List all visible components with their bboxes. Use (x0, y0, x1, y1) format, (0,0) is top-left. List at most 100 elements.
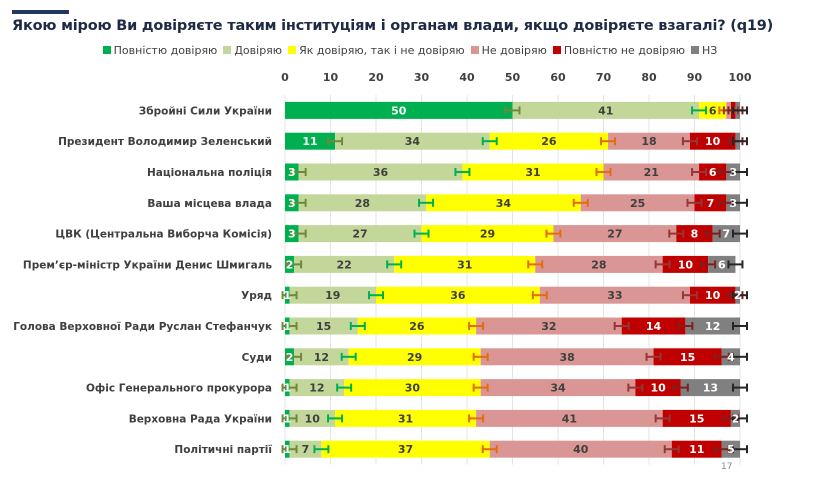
data-label: 6 (718, 258, 726, 271)
bar-segment (708, 255, 736, 273)
bar-segment (285, 101, 513, 119)
bar-segment (294, 348, 349, 366)
data-label: 21 (644, 166, 659, 179)
category-label: ЦВК (Центральна Виборча Комісія) (55, 229, 272, 241)
data-label: 26 (541, 135, 557, 148)
data-label: 31 (457, 258, 472, 271)
data-label: 19 (325, 289, 340, 302)
bar-segment (699, 163, 727, 181)
data-label: 12 (309, 382, 324, 395)
data-label: 25 (630, 197, 645, 210)
data-label: 37 (398, 443, 413, 456)
legend-label: Як довіряю, так і не довіряю (299, 44, 465, 57)
data-label: 36 (373, 166, 389, 179)
data-label: 29 (480, 228, 495, 241)
legend-swatch (470, 46, 479, 54)
data-label: 2 (734, 289, 742, 302)
data-label: 3 (288, 197, 296, 210)
data-label: 10 (678, 258, 694, 271)
data-label: 7 (707, 197, 715, 210)
data-label: 3 (288, 166, 296, 179)
bar-segment (348, 348, 481, 366)
data-label: 3 (288, 228, 296, 241)
bar-segment (539, 286, 690, 304)
x-tick-label: 80 (641, 71, 657, 84)
category-label: Збройні Сили України (139, 105, 272, 117)
data-label: 50 (391, 104, 407, 117)
bar-segment (680, 379, 740, 397)
data-label: 1 (283, 382, 291, 395)
bar-segment (689, 132, 736, 150)
x-tick-label: 30 (414, 71, 430, 84)
data-label: 1 (283, 412, 291, 425)
data-label: 5 (727, 443, 735, 456)
bar-segment (298, 163, 463, 181)
data-label: 14 (646, 320, 662, 333)
legend-item: Довіряю (223, 44, 282, 57)
bar-segment (685, 317, 740, 335)
category-label: Президент Володимир Зеленський (58, 136, 272, 148)
data-label: 41 (562, 412, 577, 425)
bar-segment (289, 379, 345, 397)
legend-swatch (288, 46, 297, 54)
data-label: 34 (550, 382, 566, 395)
bar-segment (689, 286, 736, 304)
legend-item: Як довіряю, так і не довіряю (288, 44, 465, 57)
bar-segment (721, 440, 740, 458)
x-tick-label: 0 (281, 71, 289, 84)
data-label: 3 (729, 166, 737, 179)
data-label: 15 (689, 412, 704, 425)
data-label: 28 (355, 197, 370, 210)
data-label: 36 (450, 289, 466, 302)
data-label: 27 (352, 228, 367, 241)
bar-segment (480, 379, 636, 397)
data-label: 7 (723, 228, 731, 241)
x-tick-label: 20 (368, 71, 384, 84)
data-label: 7 (302, 443, 310, 456)
x-tick-label: 70 (596, 71, 612, 84)
bar-segment (344, 379, 481, 397)
x-tick-label: 60 (550, 71, 566, 84)
data-label: 10 (305, 412, 321, 425)
category-label: Уряд (241, 290, 272, 302)
data-label: 38 (559, 351, 574, 364)
bar-segment (712, 225, 740, 243)
bar-segment (289, 317, 358, 335)
data-label: 3 (729, 197, 737, 210)
category-label: Ваша місцева влада (147, 198, 272, 210)
legend-label: Повністю не довіряю (563, 44, 686, 57)
legend-swatch (691, 46, 700, 54)
data-label: 10 (705, 289, 721, 302)
bar-segment (289, 286, 376, 304)
data-label: 11 (302, 135, 317, 148)
bar-segment (289, 440, 322, 458)
bar-segment (480, 348, 654, 366)
x-tick-label: 50 (505, 71, 521, 84)
bar-segment (285, 132, 336, 150)
data-label: 18 (641, 135, 656, 148)
legend-item: Не довіряю (470, 44, 547, 57)
category-label: Національна поліція (147, 167, 272, 179)
legend-item: НЗ (691, 44, 717, 57)
data-label: 29 (407, 351, 422, 364)
data-label: 6 (709, 166, 717, 179)
chart-title: Якою мірою Ви довіряєте таким інституція… (12, 18, 774, 34)
bar-segment (699, 101, 727, 119)
bar-segment (580, 194, 695, 212)
bar-segment (421, 225, 554, 243)
data-label: 1 (283, 289, 291, 302)
bar-segment (621, 317, 686, 335)
data-label: 31 (398, 412, 413, 425)
bar-segment (608, 132, 690, 150)
bar-segment (321, 440, 490, 458)
bar-segment (553, 225, 677, 243)
category-label: Верховна Рада України (129, 413, 272, 425)
data-label: 13 (703, 382, 718, 395)
data-label: 22 (336, 258, 351, 271)
data-label: 15 (316, 320, 331, 333)
data-label: 27 (607, 228, 622, 241)
data-label: 15 (680, 351, 695, 364)
bar-segment (298, 194, 427, 212)
data-label: 31 (525, 166, 540, 179)
bar-segment (671, 440, 722, 458)
